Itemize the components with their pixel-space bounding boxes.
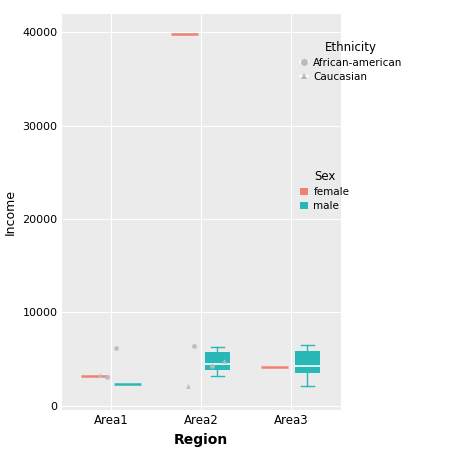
Legend: female, male: female, male <box>297 166 353 214</box>
Y-axis label: Income: Income <box>4 189 17 235</box>
PathPatch shape <box>295 350 320 373</box>
X-axis label: Region: Region <box>174 433 228 447</box>
PathPatch shape <box>205 353 230 370</box>
Legend: African-american, Caucasian: African-american, Caucasian <box>297 37 406 85</box>
